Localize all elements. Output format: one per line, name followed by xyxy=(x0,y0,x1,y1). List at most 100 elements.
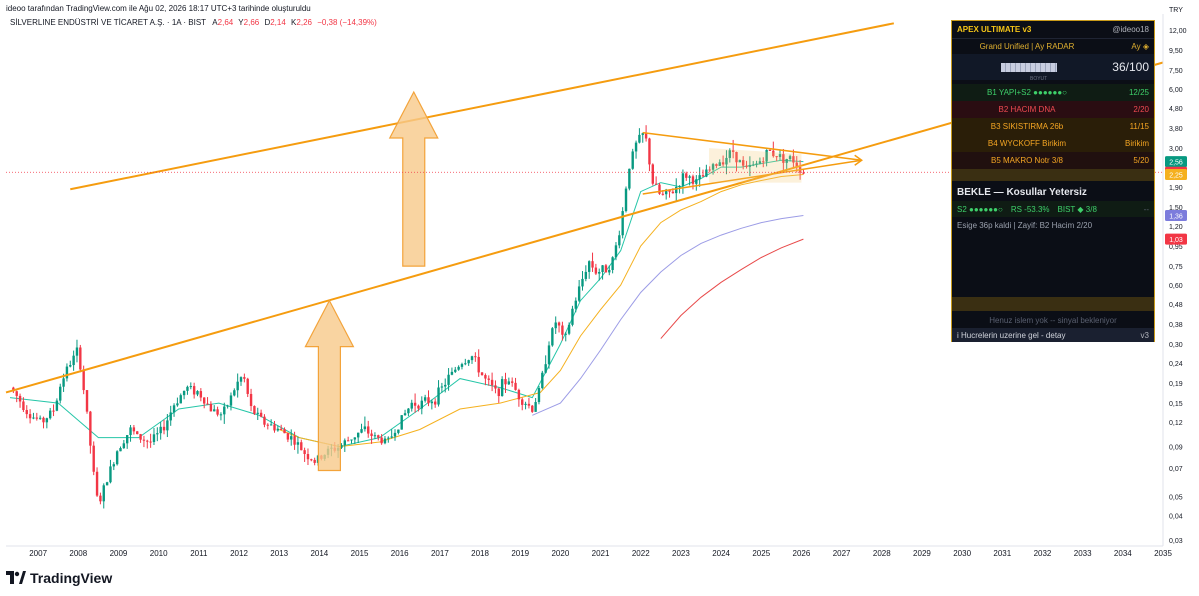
candle-body xyxy=(772,150,775,157)
time-tick-label: 2034 xyxy=(1114,549,1132,558)
symbol-name: SİLVERLINE ENDÜSTRİ VE TİCARET A.Ş. · 1A… xyxy=(10,18,207,27)
candle-body xyxy=(430,401,434,404)
candle-body xyxy=(624,188,628,212)
candle-body xyxy=(554,322,557,329)
candle-body xyxy=(701,175,705,177)
candle-body xyxy=(664,189,668,195)
candle-body xyxy=(755,163,758,165)
currency-label: TRY xyxy=(1169,7,1183,14)
candle-body xyxy=(638,134,641,143)
price-change: −0,38 (−14,39%) xyxy=(317,18,377,27)
verdict-row[interactable]: BEKLE — Kosullar Yetersiz xyxy=(952,181,1154,203)
price-tick-label: 0,04 xyxy=(1169,514,1183,521)
price-tick-label: 0,05 xyxy=(1169,495,1183,502)
tradingview-logo-icon xyxy=(6,571,26,584)
candle-body xyxy=(758,161,762,164)
candle-body xyxy=(290,436,293,440)
triangle-arrow-head xyxy=(854,154,863,166)
score-row[interactable]: BOYUT 36/100 xyxy=(952,54,1154,82)
panel-header: APEX ULTIMATE v3 @ideoo18 xyxy=(952,21,1154,38)
candle-body xyxy=(387,437,390,439)
apex-indicator-panel[interactable]: APEX ULTIMATE v3 @ideoo18 Grand Unified … xyxy=(951,20,1155,342)
triangle-bottom-line xyxy=(642,159,862,195)
threshold-note: Esige 36p kaldi | Zayif: B2 Hacim 2/20 xyxy=(957,220,1093,230)
candle-body xyxy=(423,397,427,401)
moving-average-layer xyxy=(9,159,804,448)
candle-body xyxy=(544,364,547,373)
candle-body xyxy=(447,374,450,385)
time-tick-label: 2025 xyxy=(752,549,770,558)
candle-body xyxy=(510,381,514,383)
candle-body xyxy=(276,428,280,431)
panel-subtitle-row: Grand Unified | Ay RADAR Ay ◈ xyxy=(952,38,1154,54)
measured-move-arrow-upper xyxy=(388,90,439,267)
price-tick-label: 9,50 xyxy=(1169,48,1183,55)
candle-body xyxy=(711,164,715,170)
candle-body xyxy=(782,154,785,163)
candle-body xyxy=(18,395,22,402)
close-label: K xyxy=(291,18,297,27)
block-row-b3[interactable]: B3 SIKISTIRMA 26b 11/15 xyxy=(952,118,1154,135)
candle-body xyxy=(641,133,644,135)
price-tick-label: 0,09 xyxy=(1169,445,1183,452)
candle-body xyxy=(604,265,608,273)
candle-body xyxy=(567,324,571,334)
candle-body xyxy=(343,440,346,446)
threshold-row: Esige 36p kaldi | Zayif: B2 Hacim 2/20 xyxy=(952,217,1154,233)
moving-average-ema_slow xyxy=(532,215,804,416)
price-axis: 12,009,507,506,004,803,803,002,401,901,5… xyxy=(1169,7,1187,545)
candle-body xyxy=(752,164,755,166)
candle-body xyxy=(427,397,430,404)
candle-body xyxy=(691,176,695,184)
candle-body xyxy=(661,193,665,195)
footer-hint: i Hucrelerin uzerine gel - detay xyxy=(957,330,1066,340)
bist-score: BIST ◆ 3/8 xyxy=(1057,204,1097,214)
candle-body xyxy=(266,424,269,426)
price-tick-label: 3,00 xyxy=(1169,146,1183,153)
panel-title: APEX ULTIMATE v3 xyxy=(957,25,1032,34)
time-tick-label: 2024 xyxy=(712,549,730,558)
time-tick-label: 2020 xyxy=(551,549,569,558)
candle-body xyxy=(698,175,701,180)
time-tick-label: 2028 xyxy=(873,549,891,558)
candle-body xyxy=(75,347,79,356)
candle-body xyxy=(400,415,403,430)
candle-body xyxy=(517,389,521,400)
block-row-b5[interactable]: B5 MAKRO Notr 3/8 5/20 xyxy=(952,152,1154,169)
candle-body xyxy=(363,426,367,430)
panel-footer[interactable]: i Hucrelerin uzerine gel - detay v3 xyxy=(952,328,1154,342)
price-tags: 2,562,262,251,361,03 xyxy=(1165,156,1187,245)
candle-body xyxy=(186,386,189,391)
price-tick-label: 0,19 xyxy=(1169,381,1183,388)
candle-body xyxy=(356,432,360,438)
close-value: 2,26 xyxy=(296,18,312,27)
candle-body xyxy=(105,482,109,486)
candle-body xyxy=(621,211,624,236)
candle-body xyxy=(477,356,480,373)
candle-body xyxy=(35,417,38,419)
time-tick-label: 2029 xyxy=(913,549,931,558)
candle-body xyxy=(373,435,377,437)
candle-body xyxy=(310,459,313,461)
candle-body xyxy=(437,387,440,405)
strength-row[interactable]: S2 ●●●●●●○ RS -53.3% BIST ◆ 3/8 -- xyxy=(952,201,1154,217)
block-row-b1[interactable]: B1 YAPI+S2 ●●●●●●○ 12/25 xyxy=(952,84,1154,101)
block-row-b4[interactable]: B4 WYCKOFF Birikim Birikim xyxy=(952,135,1154,152)
tradingview-logo[interactable]: TradingView xyxy=(6,570,112,586)
candle-body xyxy=(69,365,72,367)
candle-body xyxy=(196,391,199,395)
time-axis: 2007 2008 2009 2010 2011 2012 2013 2014 2015 2016… xyxy=(29,549,1172,558)
candle-body xyxy=(433,401,437,405)
symbol-legend[interactable]: SİLVERLINE ENDÜSTRİ VE TİCARET A.Ş. · 1A… xyxy=(10,18,377,27)
candle-body xyxy=(571,308,574,325)
candle-body xyxy=(628,168,631,189)
block-row-b2[interactable]: B2 HACIM DNA 2/20 xyxy=(952,101,1154,118)
candle-body xyxy=(92,445,95,472)
candle-body xyxy=(748,165,752,167)
block-value: 5/20 xyxy=(1133,156,1149,165)
candle-body xyxy=(146,440,149,442)
candle-body xyxy=(209,403,213,412)
open-value: 2,64 xyxy=(217,18,234,27)
candle-body xyxy=(162,426,166,431)
